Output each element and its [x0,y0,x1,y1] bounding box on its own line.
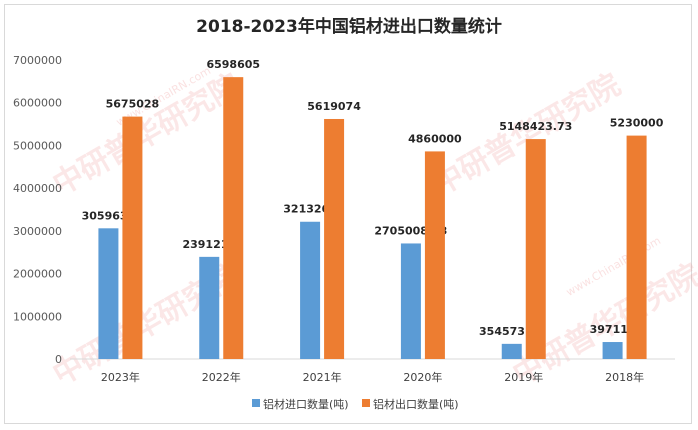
bar [122,116,143,359]
chart-title: 2018-2023年中国铝材进出口数量统计 [196,17,502,37]
bar [424,151,445,359]
x-tick-label: 2021年 [303,370,342,384]
legend-label: 铝材出口数量(吨) [373,397,459,411]
bar [602,342,623,359]
data-label: 5675028 [106,98,160,111]
data-label: 397119 [590,323,636,336]
bar [324,118,345,360]
y-tick-label: 2000000 [13,268,62,281]
y-tick-label: 4000000 [13,182,62,195]
y-tick-label: 1000000 [13,310,62,323]
x-tick-label: 2023年 [101,370,140,384]
y-tick-label: 6000000 [13,97,62,110]
data-label: 3213261 [283,203,337,216]
x-tick-label: 2022年 [202,370,241,384]
y-tick-label: 7000000 [13,54,62,67]
data-label: 2391214 [182,238,236,251]
chart-frame [4,4,692,424]
bar [626,135,647,359]
data-label: 5148423.73 [499,120,572,133]
bar [400,243,421,359]
bar [223,77,244,360]
bar [98,228,119,359]
legend-label: 铝材进口数量(吨) [263,397,349,411]
legend-swatch [252,399,260,407]
y-tick-label: 3000000 [13,225,62,238]
bar [501,343,522,359]
legend-swatch [362,399,370,407]
bar [199,256,220,359]
bar [300,221,321,359]
x-tick-label: 2020年 [403,370,442,384]
data-label: 5230000 [610,117,664,130]
y-tick-label: 5000000 [13,139,62,152]
x-tick-label: 2018年 [605,370,644,384]
data-label: 6598605 [206,58,260,71]
bar [525,139,546,359]
data-label: 4860000 [408,132,462,145]
x-tick-label: 2019年 [504,370,543,384]
data-label: 5619074 [307,100,361,113]
data-label: 3059634 [82,209,136,222]
y-tick-label: 0 [55,353,62,366]
